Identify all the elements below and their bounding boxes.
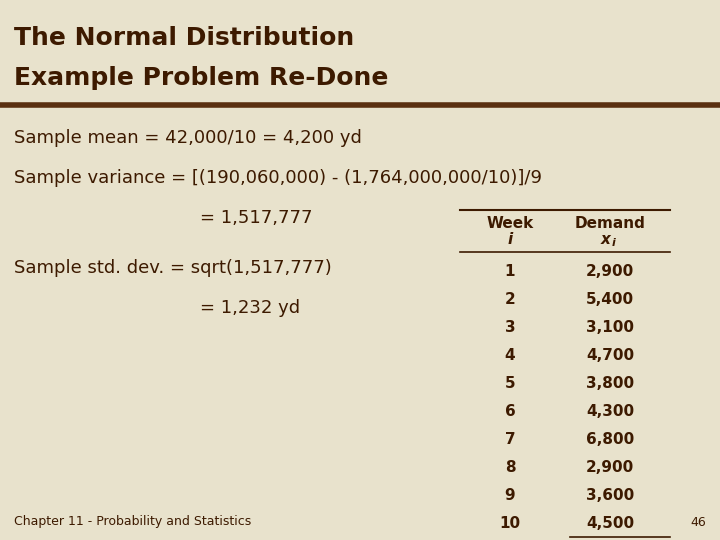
Text: The Normal Distribution: The Normal Distribution — [14, 26, 354, 50]
Text: 2,900: 2,900 — [586, 460, 634, 475]
Text: 2,900: 2,900 — [586, 264, 634, 279]
Text: 6: 6 — [505, 404, 516, 419]
Text: 46: 46 — [690, 516, 706, 529]
Text: i: i — [612, 238, 616, 248]
Text: 8: 8 — [505, 460, 516, 475]
Text: Chapter 11 - Probability and Statistics: Chapter 11 - Probability and Statistics — [14, 516, 251, 529]
Text: i: i — [508, 233, 513, 247]
Text: 3: 3 — [505, 320, 516, 335]
Text: 1: 1 — [505, 264, 516, 279]
Text: = 1,232 yd: = 1,232 yd — [200, 299, 300, 317]
Text: 2: 2 — [505, 292, 516, 307]
Text: Sample variance = [(190,060,000) - (1,764,000,000/10)]/9: Sample variance = [(190,060,000) - (1,76… — [14, 169, 542, 187]
Text: x: x — [600, 233, 610, 247]
Text: 7: 7 — [505, 432, 516, 447]
Text: 4: 4 — [505, 348, 516, 363]
Text: 3,100: 3,100 — [586, 320, 634, 335]
Text: 6,800: 6,800 — [586, 432, 634, 447]
Text: 3,600: 3,600 — [586, 488, 634, 503]
Text: 5: 5 — [505, 376, 516, 391]
Text: 9: 9 — [505, 488, 516, 503]
Text: 3,800: 3,800 — [586, 376, 634, 391]
Text: Sample std. dev. = sqrt(1,517,777): Sample std. dev. = sqrt(1,517,777) — [14, 259, 332, 277]
Text: = 1,517,777: = 1,517,777 — [200, 209, 312, 227]
Text: Week: Week — [487, 217, 534, 232]
Text: 5,400: 5,400 — [586, 292, 634, 307]
Text: Sample mean = 42,000/10 = 4,200 yd: Sample mean = 42,000/10 = 4,200 yd — [14, 129, 362, 147]
Text: 4,300: 4,300 — [586, 404, 634, 419]
Text: 4,700: 4,700 — [586, 348, 634, 363]
Text: Demand: Demand — [575, 217, 645, 232]
Text: Example Problem Re-Done: Example Problem Re-Done — [14, 66, 388, 90]
Text: 4,500: 4,500 — [586, 516, 634, 531]
Text: 10: 10 — [500, 516, 521, 531]
